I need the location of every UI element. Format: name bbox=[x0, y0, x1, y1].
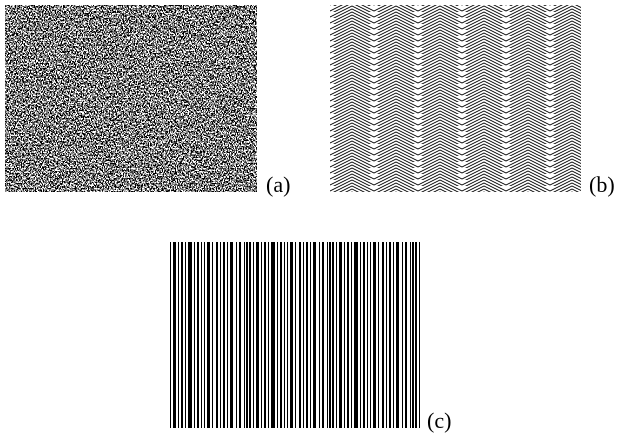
panel-label: (b) bbox=[589, 172, 615, 197]
panel-label: (a) bbox=[266, 172, 290, 197]
panel-b: (b) bbox=[330, 5, 615, 197]
panel-a: (a) bbox=[5, 5, 290, 197]
panel-a-pattern bbox=[5, 5, 257, 192]
panel-c-pattern bbox=[170, 242, 420, 428]
panel-c: (c) bbox=[170, 242, 451, 433]
panel-label: (c) bbox=[427, 408, 451, 433]
panel-b-defects bbox=[330, 5, 581, 192]
